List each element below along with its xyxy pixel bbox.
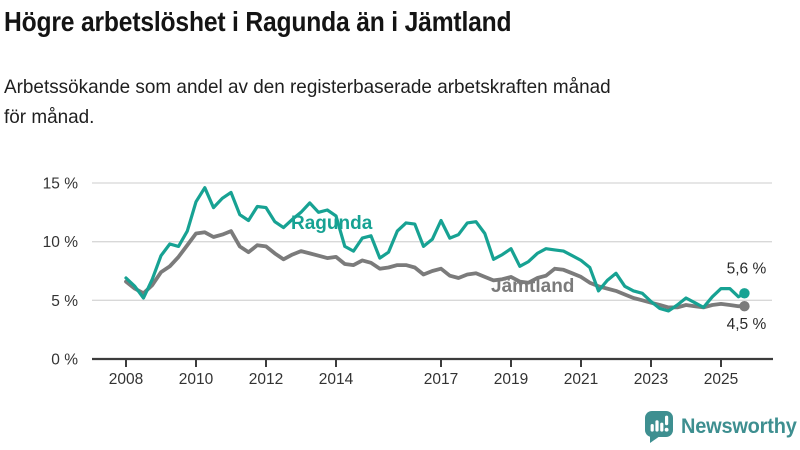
ragunda-line xyxy=(124,186,747,313)
x-axis-tick-label: 2019 xyxy=(494,371,528,388)
j-mtland-end-dot xyxy=(739,301,750,312)
x-axis-tick-label: 2010 xyxy=(179,371,214,388)
y-axis-tick-label: 5 % xyxy=(51,293,78,310)
newsworthy-logo-icon xyxy=(645,411,673,443)
j-mtland-line xyxy=(124,229,747,310)
y-axis-tick-label: 15 % xyxy=(43,176,79,193)
x-axis-tick-label: 2017 xyxy=(424,371,458,388)
x-axis-tick-label: 2012 xyxy=(249,371,283,388)
brand-name: Newsworthy xyxy=(681,415,797,438)
chart-subtitle: Arbetssökande som andel av den registerb… xyxy=(4,76,611,128)
y-axis-tick-label: 10 % xyxy=(43,234,79,251)
page-title: Högre arbetslöshet i Ragunda än i Jämtla… xyxy=(4,6,512,37)
ragunda-end-dot xyxy=(739,288,750,299)
ragunda-end-value-label: 5,6 % xyxy=(727,260,767,277)
y-axis-tick-label: 0 % xyxy=(51,352,78,369)
brand-footer: Newsworthy xyxy=(644,410,800,444)
x-axis-tick-label: 2023 xyxy=(634,371,668,388)
j-mtland-end-value-label: 4,5 % xyxy=(727,316,767,333)
j-mtland-series-label: Jämtland xyxy=(491,276,574,297)
x-axis-tick-label: 2008 xyxy=(109,371,143,388)
x-axis-tick-label: 2021 xyxy=(564,371,598,388)
x-axis-tick-label: 2014 xyxy=(319,371,354,388)
ragunda-series-label: Ragunda xyxy=(291,213,373,234)
x-axis-tick-label: 2025 xyxy=(704,371,738,388)
